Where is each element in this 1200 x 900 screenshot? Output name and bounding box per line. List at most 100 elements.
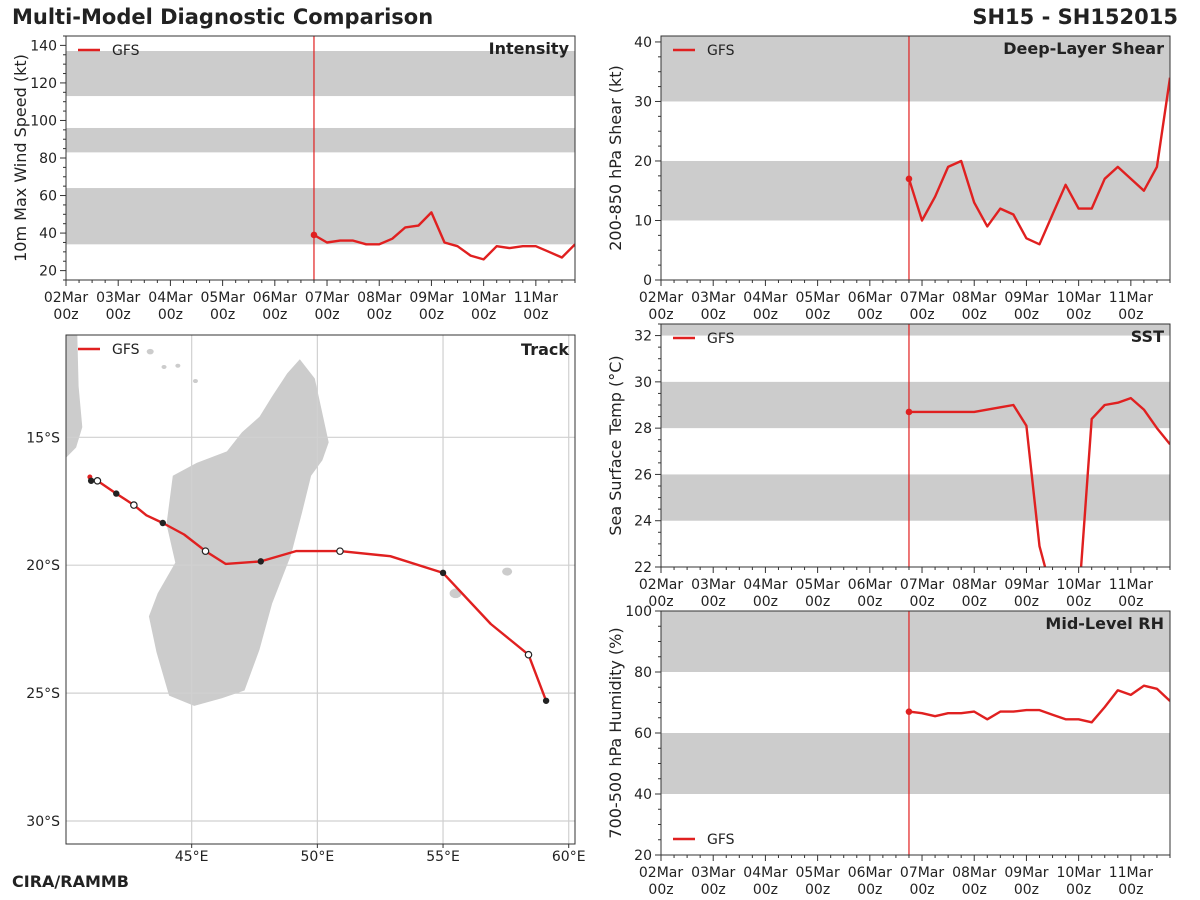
intensity-ytick-label: 60 [39,189,57,205]
intensity-xtick-hour: 00z [210,307,235,323]
rh-xtick-date: 09Mar [1004,865,1048,881]
sst-legend-label: GFS [707,331,735,347]
shear-xtick-hour: 00z [962,307,987,323]
intensity-xtick-date: 09Mar [409,290,453,306]
shear-xtick-date: 04Mar [743,290,787,306]
rh-xtick-hour: 00z [1118,882,1143,898]
sst-band-2 [661,324,1170,336]
shear-xtick-date: 09Mar [1004,290,1048,306]
intensity-ylabel: 10m Max Wind Speed (kt) [11,54,30,262]
rh-xtick-date: 10Mar [1057,865,1101,881]
rh-ytick-label: 100 [625,604,652,620]
shear-xtick-hour: 00z [648,307,673,323]
track-marker-filled [159,519,166,527]
track-legend-label: GFS [112,342,140,358]
sst-ytick-label: 24 [634,514,652,530]
shear-xtick-date: 07Mar [900,290,944,306]
sst-ylabel: Sea Surface Temp (°C) [606,355,625,535]
island-3 [192,379,198,384]
shear-xtick-date: 05Mar [795,290,839,306]
rh-title: Mid-Level RH [1045,614,1164,633]
rh-xtick-date: 06Mar [848,865,892,881]
intensity-xtick-date: 08Mar [357,290,401,306]
rh-xtick-hour: 00z [1066,882,1091,898]
track-marker-open [93,476,102,485]
sst-ytick-label: 32 [634,329,652,345]
intensity-ytick-label: 120 [30,76,57,92]
track-xtick-label: 50°E [301,849,335,865]
shear-xtick-date: 03Mar [691,290,735,306]
shear-panel: 01020304002Mar00z03Mar00z04Mar00z05Mar00… [606,35,1171,323]
shear-xtick-hour: 00z [701,307,726,323]
intensity-xtick-hour: 00z [53,307,78,323]
intensity-xtick-hour: 00z [367,307,392,323]
mozambique-coast [66,335,83,458]
shear-xtick-date: 08Mar [952,290,996,306]
sst-xtick-date: 04Mar [743,577,787,593]
track-line [88,476,548,702]
intensity-xtick-hour: 00z [471,307,496,323]
rh-xtick-hour: 00z [805,882,830,898]
rh-ylabel: 700-500 hPa Humidity (%) [606,627,625,838]
rh-ytick-label: 60 [634,726,652,742]
intensity-xtick-date: 04Mar [148,290,192,306]
track-land [66,335,513,706]
shear-band-1 [661,36,1170,102]
sst-xtick-hour: 00z [805,594,830,610]
intensity-xtick-date: 07Mar [305,290,349,306]
rh-xtick-hour: 00z [1014,882,1039,898]
shear-xtick-hour: 00z [1118,307,1143,323]
rh-series-start-point [905,708,913,715]
intensity-xtick-hour: 00z [158,307,183,323]
rh-ytick-label: 80 [634,665,652,681]
sst-xtick-date: 05Mar [795,577,839,593]
sst-xtick-hour: 00z [857,594,882,610]
intensity-legend-label: GFS [112,43,140,59]
island-5 [502,567,513,576]
shear-xtick-hour: 00z [1014,307,1039,323]
shear-title: Deep-Layer Shear [1003,39,1164,58]
shear-xtick-hour: 00z [805,307,830,323]
rh-panel: 2040608010002Mar00z03Mar00z04Mar00z05Mar… [606,604,1171,898]
sst-xtick-hour: 00z [753,594,778,610]
track-ytick-label: 15°S [26,430,60,446]
track-marker-open [336,547,344,555]
rh-xtick-hour: 00z [701,882,726,898]
intensity-title: Intensity [489,39,570,58]
shear-ytick-label: 40 [634,35,652,51]
sst-xtick-date: 10Mar [1057,577,1101,593]
sst-xtick-date: 07Mar [900,577,944,593]
shear-ytick-label: 10 [634,213,652,229]
rh-xtick-date: 11Mar [1109,865,1153,881]
track-marker-filled [439,569,447,577]
rh-band-1 [661,611,1170,672]
track-marker-filled [542,697,550,704]
intensity-band-1 [66,127,575,153]
rh-xtick-date: 02Mar [639,865,683,881]
track-xtick-label: 60°E [552,849,586,865]
intensity-ytick-label: 40 [39,226,57,242]
rh-xtick-hour: 00z [753,882,778,898]
sst-title: SST [1131,327,1164,346]
shear-ylabel: 200-850 hPa Shear (kt) [606,65,625,251]
shear-series-line-0 [907,77,1170,246]
sst-band-1 [661,381,1170,429]
intensity-ytick-label: 100 [30,113,57,129]
sst-xtick-hour: 00z [1118,594,1143,610]
sst-series-start-point [905,408,913,416]
sst-xtick-hour: 00z [701,594,726,610]
rh-xtick-hour: 00z [909,882,934,898]
sst-ytick-label: 30 [634,375,652,391]
intensity-xtick-date: 05Mar [200,290,244,306]
track-frame [65,334,576,845]
track-marker-filled [87,477,95,484]
rh-legend-label: GFS [707,832,735,848]
shear-xtick-hour: 00z [909,307,934,323]
track-ytick-label: 30°S [26,814,60,830]
intensity-xtick-date: 03Mar [96,290,140,306]
intensity-band-2 [66,51,575,97]
intensity-xtick-date: 02Mar [44,290,88,306]
track-marker-open [201,547,210,555]
rh-ytick-label: 20 [634,848,652,864]
sst-xtick-date: 11Mar [1109,577,1153,593]
